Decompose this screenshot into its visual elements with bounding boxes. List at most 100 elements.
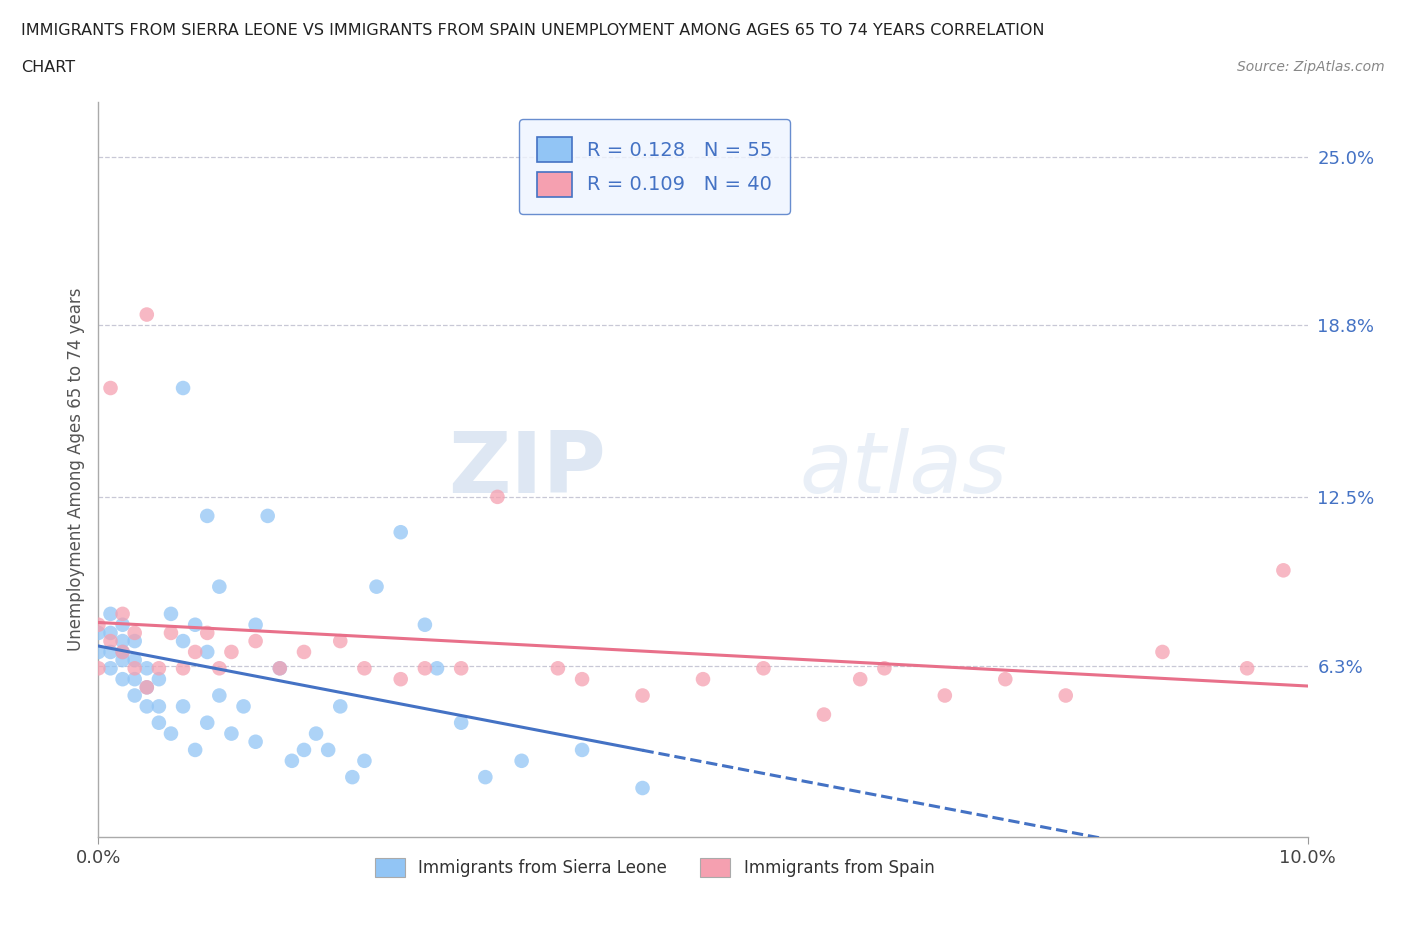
Point [87, 626, 110, 641]
Point [124, 661, 146, 676]
Point [631, 780, 654, 795]
Point [195, 644, 218, 659]
Point [547, 661, 569, 676]
Point [172, 661, 194, 676]
Point [571, 671, 593, 686]
Point [389, 671, 412, 686]
Point [1054, 688, 1077, 703]
Point [292, 742, 315, 757]
Point [160, 606, 183, 621]
Point [195, 715, 218, 730]
Point [184, 644, 207, 659]
Point [195, 626, 218, 641]
Point [305, 726, 328, 741]
Point [135, 680, 157, 695]
Point [124, 626, 146, 641]
Point [111, 618, 134, 632]
Point [87, 618, 110, 632]
Point [87, 661, 110, 676]
Point [366, 579, 388, 594]
Point [389, 525, 412, 539]
Point [474, 770, 496, 785]
Point [232, 699, 254, 714]
Point [124, 688, 146, 703]
Point [184, 742, 207, 757]
Point [111, 653, 134, 668]
Point [111, 644, 134, 659]
Point [135, 307, 157, 322]
Point [208, 661, 231, 676]
Point [994, 671, 1017, 686]
Point [353, 753, 375, 768]
Point [100, 661, 122, 676]
Point [873, 661, 896, 676]
Point [316, 742, 339, 757]
Text: Source: ZipAtlas.com: Source: ZipAtlas.com [1237, 60, 1385, 74]
Point [245, 618, 267, 632]
Point [100, 644, 122, 659]
Point [124, 671, 146, 686]
Point [124, 653, 146, 668]
Point [135, 661, 157, 676]
Point [631, 688, 654, 703]
Point [342, 770, 364, 785]
Point [692, 671, 714, 686]
Point [571, 742, 593, 757]
Point [292, 644, 315, 659]
Point [221, 726, 243, 741]
Point [111, 633, 134, 648]
Point [208, 579, 231, 594]
Point [172, 699, 194, 714]
Point [100, 606, 122, 621]
Point [184, 618, 207, 632]
Point [221, 644, 243, 659]
Y-axis label: Unemployment Among Ages 65 to 74 years: Unemployment Among Ages 65 to 74 years [66, 288, 84, 651]
Point [256, 509, 278, 524]
Point [1152, 644, 1174, 659]
Text: ZIP: ZIP [449, 428, 606, 512]
Point [148, 715, 170, 730]
Point [111, 671, 134, 686]
Point [100, 380, 122, 395]
Point [752, 661, 775, 676]
Point [148, 671, 170, 686]
Point [245, 735, 267, 750]
Point [450, 715, 472, 730]
Point [813, 707, 835, 722]
Text: IMMIGRANTS FROM SIERRA LEONE VS IMMIGRANTS FROM SPAIN UNEMPLOYMENT AMONG AGES 65: IMMIGRANTS FROM SIERRA LEONE VS IMMIGRAN… [21, 23, 1045, 38]
Point [269, 661, 291, 676]
Point [87, 644, 110, 659]
Point [450, 661, 472, 676]
Point [172, 633, 194, 648]
Point [124, 633, 146, 648]
Text: CHART: CHART [21, 60, 75, 75]
Point [329, 633, 352, 648]
Point [100, 633, 122, 648]
Point [160, 726, 183, 741]
Point [269, 661, 291, 676]
Point [111, 606, 134, 621]
Point [172, 380, 194, 395]
Point [849, 671, 872, 686]
Point [1236, 661, 1258, 676]
Text: atlas: atlas [800, 428, 1008, 512]
Point [208, 688, 231, 703]
Point [111, 644, 134, 659]
Point [1272, 563, 1295, 578]
Point [148, 661, 170, 676]
Point [413, 618, 436, 632]
Point [135, 680, 157, 695]
Point [245, 633, 267, 648]
Point [934, 688, 956, 703]
Point [195, 509, 218, 524]
Point [486, 489, 509, 504]
Point [281, 753, 304, 768]
Point [426, 661, 449, 676]
Point [510, 753, 533, 768]
Point [329, 699, 352, 714]
Point [160, 626, 183, 641]
Legend: Immigrants from Sierra Leone, Immigrants from Spain: Immigrants from Sierra Leone, Immigrants… [368, 851, 941, 884]
Point [100, 626, 122, 641]
Point [135, 699, 157, 714]
Point [413, 661, 436, 676]
